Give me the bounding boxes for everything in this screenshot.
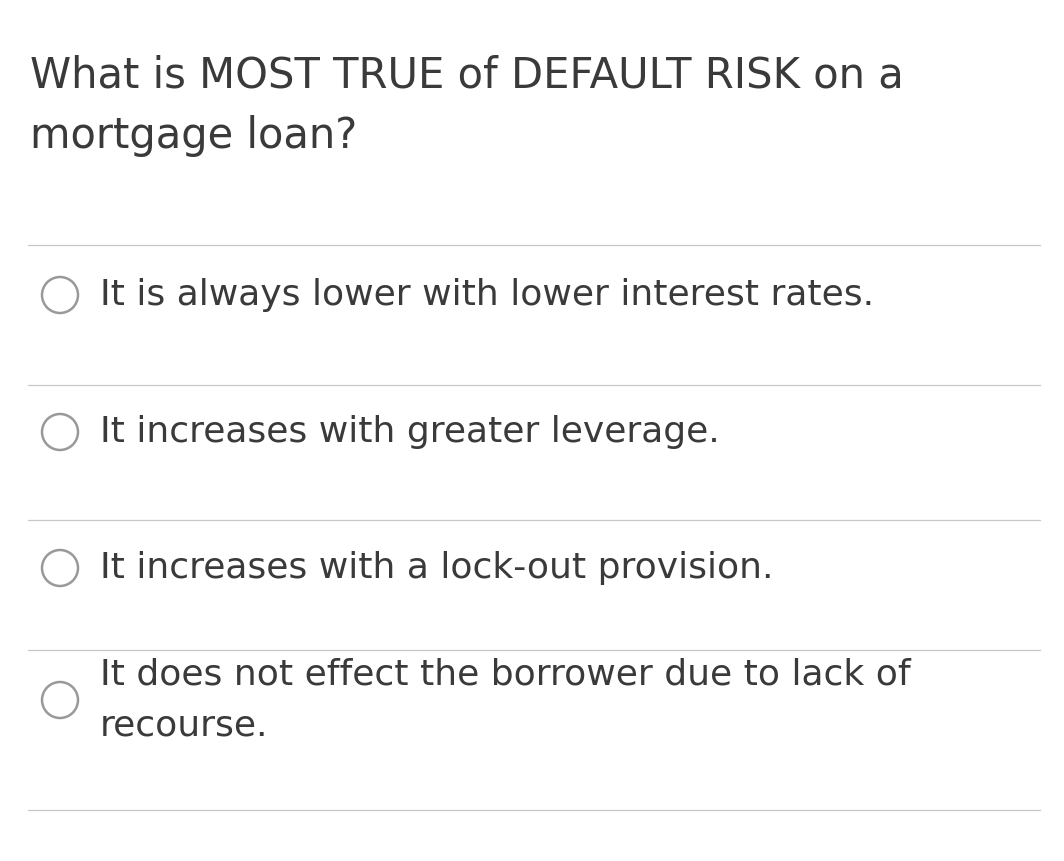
Text: mortgage loan?: mortgage loan?	[30, 115, 358, 157]
Text: What is MOST TRUE of DEFAULT RISK on a: What is MOST TRUE of DEFAULT RISK on a	[30, 55, 903, 97]
Text: It increases with greater leverage.: It increases with greater leverage.	[100, 415, 719, 449]
Text: It does not effect the borrower due to lack of
recourse.: It does not effect the borrower due to l…	[100, 658, 911, 742]
Text: It increases with a lock-out provision.: It increases with a lock-out provision.	[100, 551, 774, 585]
Text: It is always lower with lower interest rates.: It is always lower with lower interest r…	[100, 278, 875, 312]
